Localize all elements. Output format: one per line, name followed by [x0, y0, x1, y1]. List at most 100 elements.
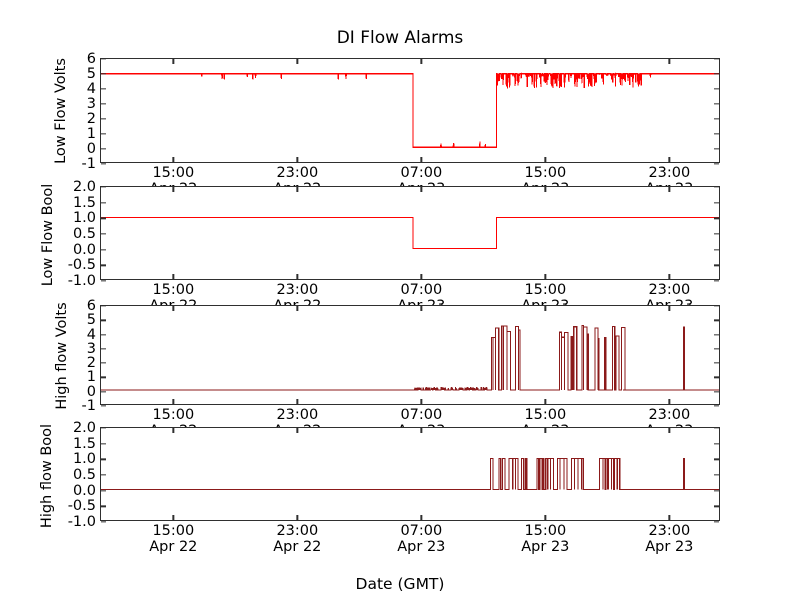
x-tick-time: 15:00: [152, 165, 195, 181]
y-tick-mark: [714, 405, 719, 407]
y-tick-label: -1.0: [67, 514, 96, 530]
y-tick-mark: [714, 443, 719, 445]
y-tick-mark: [101, 186, 106, 188]
x-tick-mark: [172, 306, 174, 311]
x-tick-mark: [172, 274, 174, 279]
x-tick-mark: [296, 306, 298, 311]
y-tick-label: 0.5: [72, 226, 96, 242]
data-series-line: [101, 71, 719, 148]
y-tick-mark: [714, 280, 719, 282]
y-tick-mark: [714, 348, 719, 350]
data-series-line: [101, 325, 719, 391]
x-tick-mark: [544, 428, 546, 433]
y-tick-label: 0.5: [72, 467, 96, 483]
x-tick-mark: [544, 157, 546, 162]
y-tick-mark: [101, 490, 106, 492]
y-tick-mark: [101, 458, 106, 460]
y-tick-label: 1.5: [72, 194, 96, 211]
y-tick-label: 1.0: [72, 451, 96, 468]
x-tick-time: 07:00: [400, 282, 443, 298]
x-tick-mark: [296, 399, 298, 404]
y-tick-mark: [101, 249, 106, 251]
y-tick-label: -0.5: [67, 257, 96, 274]
y-tick-mark: [101, 264, 106, 266]
data-series-line: [101, 458, 719, 490]
x-tick-time: 15:00: [152, 282, 195, 298]
x-tick-time: 23:00: [276, 165, 319, 181]
x-tick-mark: [172, 187, 174, 192]
y-tick-mark: [714, 133, 719, 135]
y-tick-mark: [714, 319, 719, 321]
x-tick-mark: [172, 515, 174, 520]
y-tick-mark: [101, 103, 106, 105]
plot-area-high-flow-bool: [101, 428, 719, 520]
x-tick-mark: [544, 306, 546, 311]
y-tick-mark: [101, 148, 106, 150]
x-tick-mark: [544, 59, 546, 64]
y-tick-label: 5: [86, 66, 96, 82]
y-tick-mark: [714, 186, 719, 188]
y-tick-label: 1.0: [72, 210, 96, 227]
y-tick-mark: [714, 427, 719, 429]
y-tick-mark: [714, 217, 719, 219]
x-tick-mark: [544, 187, 546, 192]
x-tick-time: 15:00: [152, 523, 195, 539]
y-tick-mark: [101, 133, 106, 135]
y-tick-mark: [101, 73, 106, 75]
y-tick-mark: [714, 505, 719, 507]
x-tick-mark: [296, 157, 298, 162]
x-tick-time: 07:00: [400, 407, 443, 423]
y-tick-mark: [101, 348, 106, 350]
x-tick-mark: [296, 428, 298, 433]
x-tick-date: Apr 22: [273, 539, 322, 556]
y-tick-label: 3: [86, 340, 96, 357]
x-tick-mark: [668, 515, 670, 520]
y-tick-label: 2: [86, 355, 96, 372]
y-tick-mark: [101, 362, 106, 364]
x-tick-mark: [668, 399, 670, 404]
y-tick-mark: [714, 118, 719, 120]
y-tick-label: 6: [86, 298, 96, 314]
y-tick-mark: [101, 391, 106, 393]
x-tick-mark: [420, 59, 422, 64]
x-tick-time: 23:00: [648, 165, 691, 181]
plot-area-low-flow-volts: [101, 59, 719, 162]
subplot-high-flow-bool: -1.0 -0.5 0.0 0.5 1.0 1.5 2.0 15:00 Apr 22 23:00 A…: [68, 420, 720, 555]
y-tick-mark: [714, 521, 719, 523]
y-tick-mark: [714, 264, 719, 266]
y-tick-mark: [101, 305, 106, 307]
x-tick-mark: [668, 274, 670, 279]
x-tick-time: 15:00: [152, 407, 195, 423]
x-tick-mark: [668, 306, 670, 311]
xlabel-date-gmt: Date (GMT): [355, 575, 445, 593]
y-tick-mark: [714, 148, 719, 150]
y-tick-label: 6: [86, 51, 96, 67]
y-tick-mark: [101, 118, 106, 120]
x-tick-time: 15:00: [524, 523, 567, 539]
x-tick-date: Apr 23: [397, 539, 446, 556]
x-tick-mark: [172, 157, 174, 162]
x-tick-mark: [668, 428, 670, 433]
y-tick-mark: [101, 233, 106, 235]
x-tick-mark: [420, 157, 422, 162]
y-tick-label: 0: [86, 383, 96, 400]
y-tick-label: 2.0: [72, 420, 96, 436]
y-tick-mark: [714, 233, 719, 235]
y-tick-mark: [714, 103, 719, 105]
y-tick-mark: [714, 163, 719, 165]
x-tick-mark: [172, 428, 174, 433]
x-tick-mark: [420, 306, 422, 311]
y-tick-label: -1.0: [67, 273, 96, 289]
y-tick-mark: [101, 319, 106, 321]
x-tick-time: 07:00: [400, 523, 443, 539]
x-tick-mark: [668, 59, 670, 64]
y-tick-mark: [101, 427, 106, 429]
y-tick-mark: [101, 217, 106, 219]
x-tick-mark: [172, 59, 174, 64]
y-tick-mark: [101, 88, 106, 90]
